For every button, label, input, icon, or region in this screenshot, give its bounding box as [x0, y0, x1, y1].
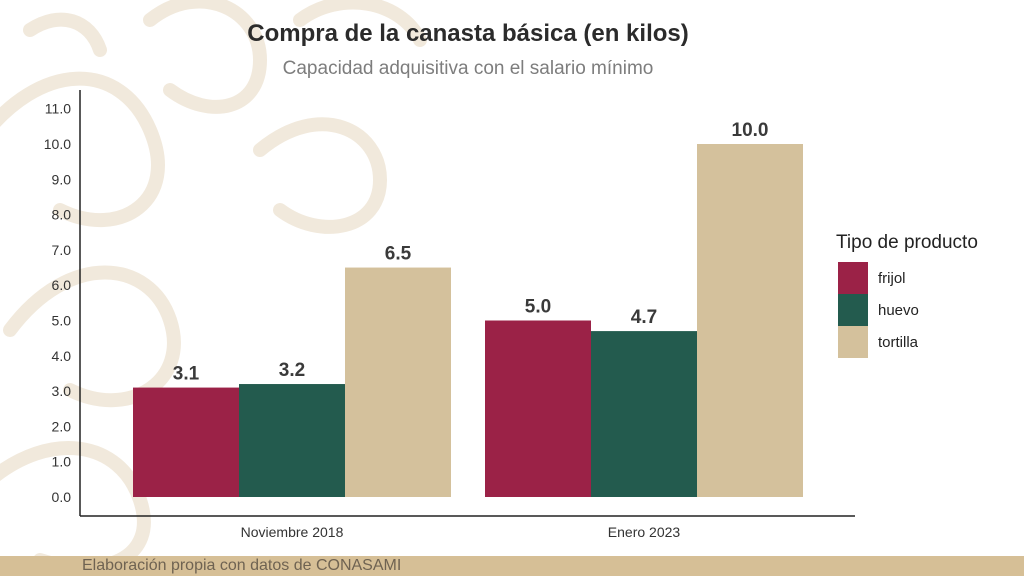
data-label: 3.2	[279, 360, 305, 381]
data-label: 4.7	[631, 307, 657, 328]
y-tick-label: 1.0	[52, 454, 72, 470]
y-tick-label: 2.0	[52, 418, 72, 434]
bar-frijol-2	[485, 320, 591, 497]
bar-frijol-1	[133, 387, 239, 497]
bar-tortilla-2	[697, 144, 803, 497]
bar-tortilla-1	[345, 267, 451, 497]
chart-subtitle: Capacidad adquisitiva con el salario mín…	[282, 58, 654, 79]
data-label: 6.5	[385, 244, 412, 265]
legend-label-huevo: huevo	[878, 302, 919, 319]
bar-huevo-1	[239, 384, 345, 497]
chart-title: Compra de la canasta básica (en kilos)	[247, 20, 689, 47]
y-tick-label: 5.0	[52, 313, 72, 329]
y-tick-label: 4.0	[52, 348, 72, 364]
x-category-label: Enero 2023	[608, 524, 681, 540]
y-tick-label: 3.0	[52, 383, 72, 399]
y-tick-label: 10.0	[44, 136, 71, 152]
legend-swatch-huevo	[838, 294, 868, 326]
x-category-label: Noviembre 2018	[241, 524, 344, 540]
y-tick-label: 0.0	[52, 489, 72, 505]
legend-swatch-tortilla	[838, 326, 868, 358]
legend-label-frijol: frijol	[878, 270, 906, 287]
footer-bar	[0, 556, 1024, 576]
y-tick-label: 8.0	[52, 207, 72, 223]
legend-label-tortilla: tortilla	[878, 334, 919, 351]
y-tick-label: 7.0	[52, 242, 72, 258]
data-label: 3.1	[173, 364, 200, 385]
y-tick-label: 11.0	[45, 101, 71, 117]
data-label: 5.0	[525, 297, 551, 318]
legend-title: Tipo de producto	[836, 232, 978, 253]
bar-huevo-2	[591, 331, 697, 497]
y-tick-label: 6.0	[52, 277, 72, 293]
y-tick-label: 9.0	[52, 171, 72, 187]
legend-swatch-frijol	[838, 262, 868, 294]
data-label: 10.0	[732, 120, 769, 141]
source-note: Elaboración propia con datos de CONASAMI	[82, 557, 402, 574]
